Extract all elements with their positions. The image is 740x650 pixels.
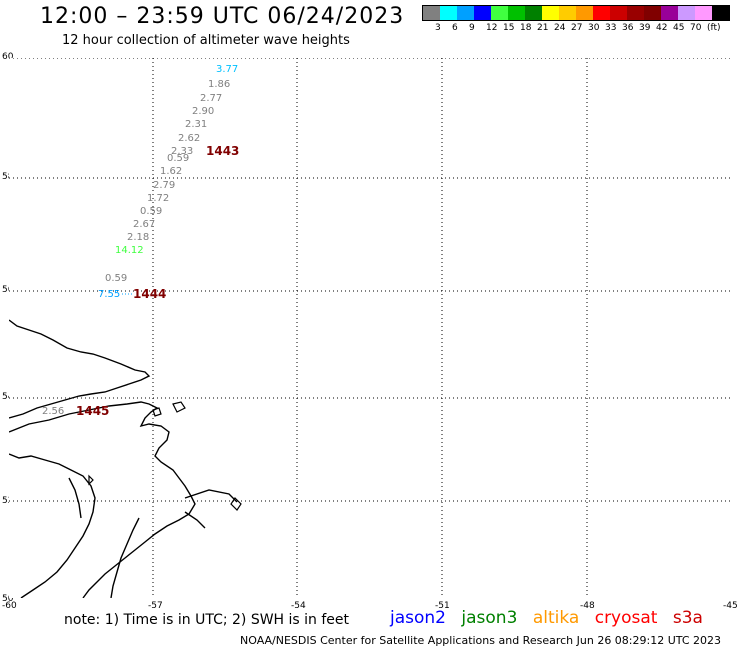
satellite-legend: jason2 jason3 altika cryosat s3a [390, 608, 713, 628]
satellite-s3a: s3a [672, 608, 703, 628]
legend-label: 42 [656, 23, 668, 33]
legend-label: 36 [622, 23, 634, 33]
satellite-altika: altika [532, 608, 580, 628]
lat-label-50: 50 [2, 594, 14, 604]
satellite-jason3: jason3 [461, 608, 518, 628]
lat-label-58: 58 [2, 172, 14, 182]
legend-label: (ft) [707, 23, 721, 33]
wave-height-label: 3.77 [216, 64, 238, 75]
legend-swatch [423, 6, 440, 20]
color-legend: 3 6 9 12 15 18 21 24 27 30 33 36 39 42 45 70 (ft) [422, 5, 730, 35]
legend-swatch [644, 6, 661, 20]
pass-time-label: 1444 [133, 287, 166, 301]
legend-label: 6 [452, 23, 458, 33]
coastline [9, 319, 238, 598]
legend-swatch [491, 6, 508, 20]
legend-swatch [474, 6, 491, 20]
lon-label-57: -57 [148, 601, 163, 611]
wave-height-label: 2.67 [133, 219, 155, 230]
pass-time-label: 1445 [76, 404, 109, 418]
satellite-cryosat: cryosat [594, 608, 658, 628]
wave-height-label: 1.86 [208, 79, 230, 90]
legend-label: 24 [554, 23, 566, 33]
legend-swatch [525, 6, 542, 20]
legend-label: 15 [503, 23, 515, 33]
credit-line: NOAA/NESDIS Center for Satellite Applica… [240, 634, 722, 647]
legend-swatch [678, 6, 695, 20]
legend-swatch [440, 6, 457, 20]
legend-swatch [542, 6, 559, 20]
wave-height-label: 0.59 [167, 153, 189, 164]
wave-height-label: 1.72 [147, 193, 169, 204]
legend-swatch [695, 6, 712, 20]
footer-note: note: 1) Time is in UTC; 2) SWH is in fe… [64, 612, 350, 628]
lat-label-56: 56 [2, 285, 14, 295]
legend-swatch [627, 6, 644, 20]
lon-label-48: -48 [580, 601, 595, 611]
legend-label: 12 [486, 23, 498, 33]
islands [88, 401, 242, 511]
legend-labels: 3 6 9 12 15 18 21 24 27 30 33 36 39 42 45 70 (ft) [422, 21, 730, 35]
wave-height-label: 2.31 [185, 119, 207, 130]
legend-label: 9 [469, 23, 475, 33]
legend-label: 21 [537, 23, 549, 33]
map-panel [9, 58, 731, 598]
lon-label-60: -60 [2, 601, 17, 611]
map-subtitle: 12 hour collection of altimeter wave hei… [62, 33, 350, 48]
legend-label: 70 [690, 23, 702, 33]
legend-swatch [712, 6, 729, 20]
wave-height-label: 2.90 [192, 106, 214, 117]
lat-label-52: 52 [2, 496, 14, 506]
lat-label-60: 60 [2, 52, 14, 62]
wave-height-label: 2.33 [171, 146, 193, 157]
wave-height-label: 0.59 [140, 206, 162, 217]
wave-height-label: 14.12 [115, 245, 144, 256]
wave-height-label: 2.77 [200, 93, 222, 104]
legend-label: 3 [435, 23, 441, 33]
lon-label-51: -51 [435, 601, 450, 611]
legend-label: 33 [605, 23, 617, 33]
lon-label-45: -45 [723, 601, 738, 611]
legend-label: 45 [673, 23, 685, 33]
legend-swatch [559, 6, 576, 20]
pass-time-label: 1443 [206, 144, 239, 158]
wave-height-label: 2.56 [42, 406, 64, 417]
legend-color-bar [422, 5, 730, 21]
legend-swatch [661, 6, 678, 20]
legend-swatch [593, 6, 610, 20]
wave-height-label: 7.55 [98, 289, 120, 300]
legend-label: 30 [588, 23, 600, 33]
legend-label: 27 [571, 23, 583, 33]
map-title: 12:00 – 23:59 UTC 06/24/2023 [40, 4, 405, 29]
satellite-jason2: jason2 [390, 608, 446, 628]
wave-height-label: 0.59 [105, 273, 127, 284]
legend-label: 18 [520, 23, 532, 33]
legend-swatch [508, 6, 525, 20]
wave-height-label: 2.18 [127, 232, 149, 243]
legend-swatch [576, 6, 593, 20]
lon-label-54: -54 [291, 601, 306, 611]
legend-label: 39 [639, 23, 651, 33]
wave-height-label: 2.79 [153, 180, 175, 191]
grid-lines [9, 58, 731, 598]
legend-swatch [457, 6, 474, 20]
wave-height-label: 2.62 [178, 133, 200, 144]
lat-label-54: 54 [2, 392, 14, 402]
legend-swatch [610, 6, 627, 20]
wave-height-label: 1.62 [160, 166, 182, 177]
